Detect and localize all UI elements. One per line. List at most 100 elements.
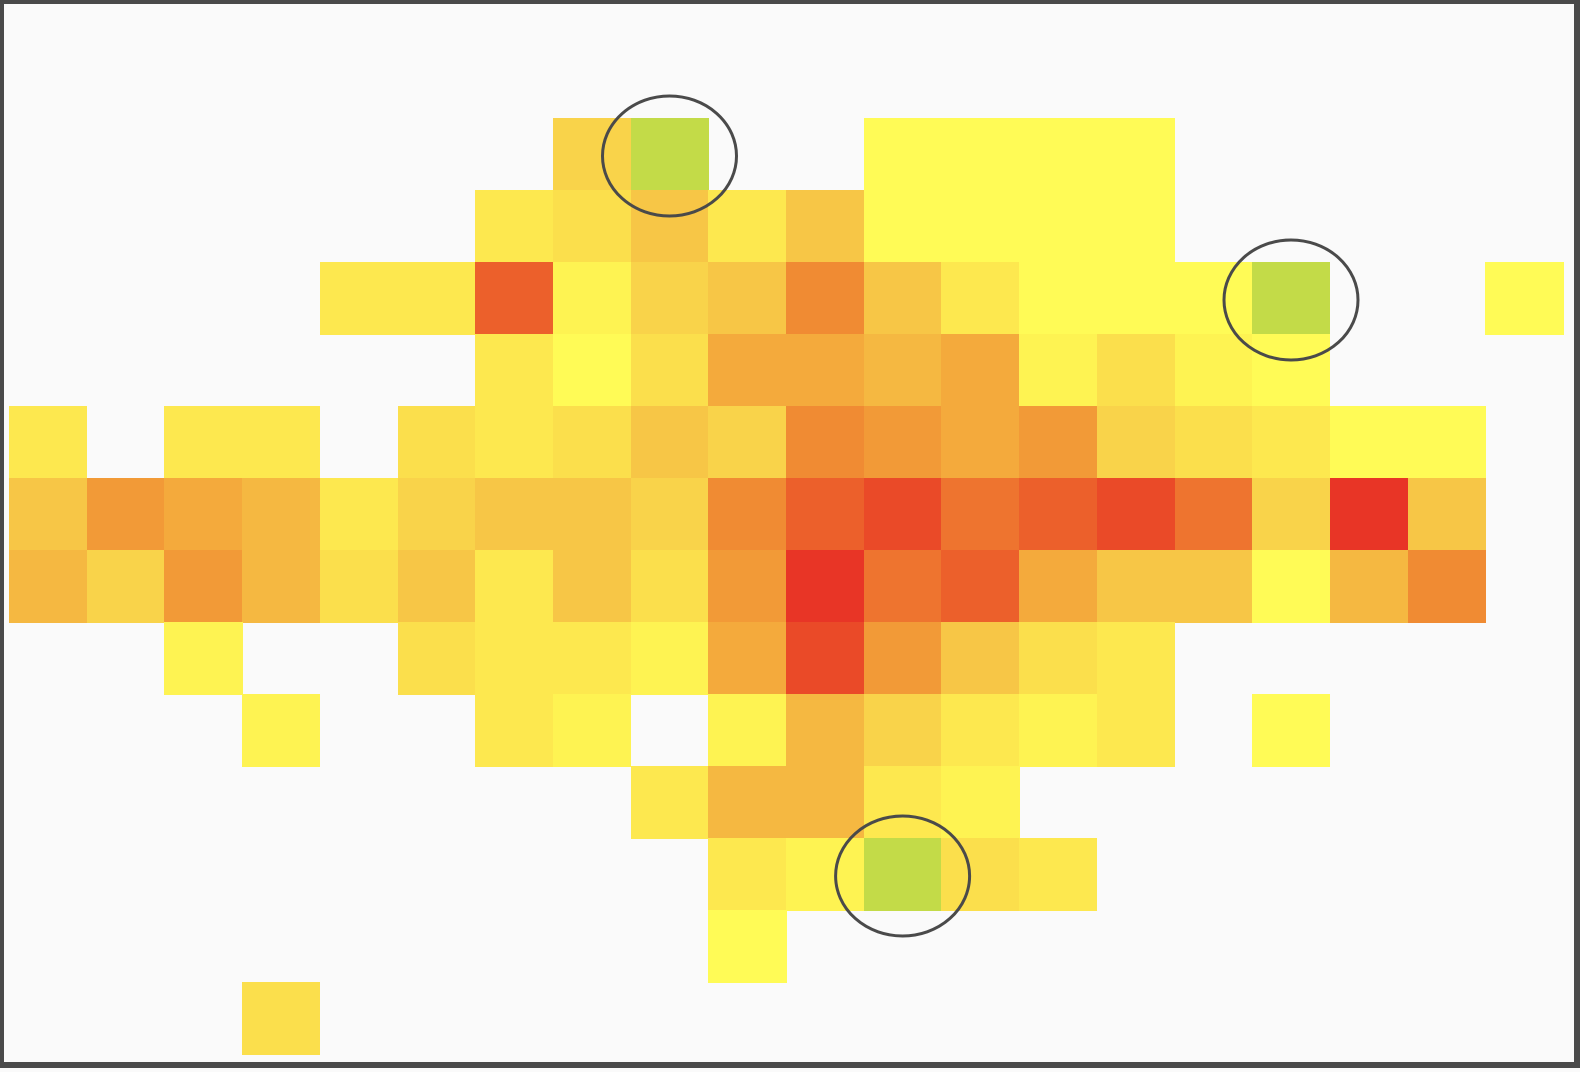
heat-tile[interactable] (863, 622, 942, 695)
heat-tile[interactable] (1407, 406, 1486, 479)
heat-tile[interactable] (552, 550, 632, 623)
heat-tile[interactable] (941, 478, 1020, 551)
heat-tile[interactable] (1252, 478, 1331, 551)
heat-tile[interactable] (786, 190, 865, 263)
heat-tile[interactable] (1407, 478, 1486, 551)
heat-tile[interactable] (397, 406, 476, 479)
heat-tile[interactable] (1252, 406, 1331, 479)
heat-tile[interactable] (475, 478, 554, 551)
highlighted-tile[interactable] (1252, 262, 1331, 335)
heat-tile[interactable] (863, 406, 942, 479)
heat-tile[interactable] (863, 478, 942, 551)
heat-tile[interactable] (786, 478, 865, 551)
heat-tile[interactable] (941, 406, 1020, 479)
heat-tile[interactable] (708, 190, 787, 263)
heat-tile[interactable] (552, 118, 632, 191)
heat-tile[interactable] (164, 406, 243, 479)
heat-tile[interactable] (1096, 118, 1176, 191)
heat-tile[interactable] (941, 838, 1020, 911)
heat-tile[interactable] (786, 766, 865, 839)
heat-tile[interactable] (941, 622, 1020, 695)
heat-tile[interactable] (552, 334, 632, 407)
heat-tile[interactable] (552, 622, 632, 695)
heat-tile[interactable] (786, 406, 865, 479)
heat-tile[interactable] (1096, 262, 1176, 335)
heat-tile[interactable] (1174, 262, 1253, 335)
heat-tile[interactable] (1096, 622, 1176, 695)
heat-tile[interactable] (475, 334, 554, 407)
heat-tile[interactable] (397, 478, 476, 551)
heat-tile[interactable] (863, 118, 942, 191)
heat-tile[interactable] (1096, 694, 1176, 767)
heat-tile[interactable] (242, 550, 321, 623)
heat-tile[interactable] (1485, 262, 1564, 335)
heat-tile[interactable] (552, 478, 632, 551)
heat-tile[interactable] (630, 406, 709, 479)
heat-tile[interactable] (708, 694, 787, 767)
heat-tile[interactable] (941, 694, 1020, 767)
heat-tile[interactable] (397, 262, 476, 335)
heat-tile[interactable] (242, 478, 321, 551)
heat-tile[interactable] (552, 694, 632, 767)
highlighted-tile[interactable] (863, 838, 942, 911)
heat-tile[interactable] (1096, 334, 1176, 407)
heat-tile[interactable] (863, 262, 942, 335)
heat-tile[interactable] (9, 550, 88, 623)
heat-tile[interactable] (475, 550, 554, 623)
highlighted-tile[interactable] (630, 118, 709, 191)
heat-tile[interactable] (630, 550, 709, 623)
heat-tile[interactable] (1329, 406, 1409, 479)
heat-tile[interactable] (708, 406, 787, 479)
heat-tile[interactable] (1252, 550, 1331, 623)
heat-tile[interactable] (552, 262, 632, 335)
heat-tile[interactable] (1329, 550, 1409, 623)
heat-tile[interactable] (863, 766, 942, 839)
heat-tile[interactable] (242, 406, 321, 479)
heat-tile[interactable] (708, 838, 787, 911)
heat-tile[interactable] (475, 406, 554, 479)
heat-tile[interactable] (319, 550, 399, 623)
heat-tile[interactable] (1019, 478, 1098, 551)
heat-tile[interactable] (397, 622, 476, 695)
heat-tile[interactable] (86, 478, 165, 551)
heat-tile[interactable] (9, 406, 88, 479)
heat-tile[interactable] (941, 550, 1020, 623)
heat-tile[interactable] (863, 694, 942, 767)
heat-tile[interactable] (1096, 190, 1176, 263)
heat-tile[interactable] (319, 478, 399, 551)
heat-tile[interactable] (708, 262, 787, 335)
heat-tile[interactable] (1019, 118, 1098, 191)
heat-tile[interactable] (786, 550, 865, 623)
heat-tile[interactable] (1096, 478, 1176, 551)
heat-tile[interactable] (475, 190, 554, 263)
heat-tile[interactable] (941, 766, 1020, 839)
heat-tile[interactable] (1407, 550, 1486, 623)
heat-tile[interactable] (1096, 406, 1176, 479)
heat-tile[interactable] (786, 622, 865, 695)
heat-tile[interactable] (9, 478, 88, 551)
heat-tile[interactable] (630, 766, 709, 839)
heat-tile[interactable] (708, 550, 787, 623)
heat-tile[interactable] (1174, 406, 1253, 479)
heat-tile[interactable] (630, 190, 709, 263)
heat-tile[interactable] (1174, 334, 1253, 407)
heat-tile[interactable] (1174, 478, 1253, 551)
heat-tile[interactable] (552, 406, 632, 479)
heat-tile[interactable] (475, 622, 554, 695)
heat-tile[interactable] (1329, 478, 1409, 551)
heat-tile[interactable] (1019, 622, 1098, 695)
heat-tile[interactable] (1252, 334, 1331, 407)
heat-tile[interactable] (475, 262, 554, 335)
heat-tile[interactable] (1019, 550, 1098, 623)
heat-tile[interactable] (1019, 190, 1098, 263)
heat-tile[interactable] (1252, 694, 1331, 767)
heat-tile[interactable] (1174, 550, 1253, 623)
heat-tile[interactable] (630, 478, 709, 551)
heat-tile[interactable] (630, 334, 709, 407)
heat-tile[interactable] (1019, 262, 1098, 335)
heat-tile[interactable] (941, 190, 1020, 263)
heat-tile[interactable] (86, 550, 165, 623)
heat-tile[interactable] (708, 478, 787, 551)
heat-tile[interactable] (1019, 334, 1098, 407)
heat-tile[interactable] (786, 838, 865, 911)
